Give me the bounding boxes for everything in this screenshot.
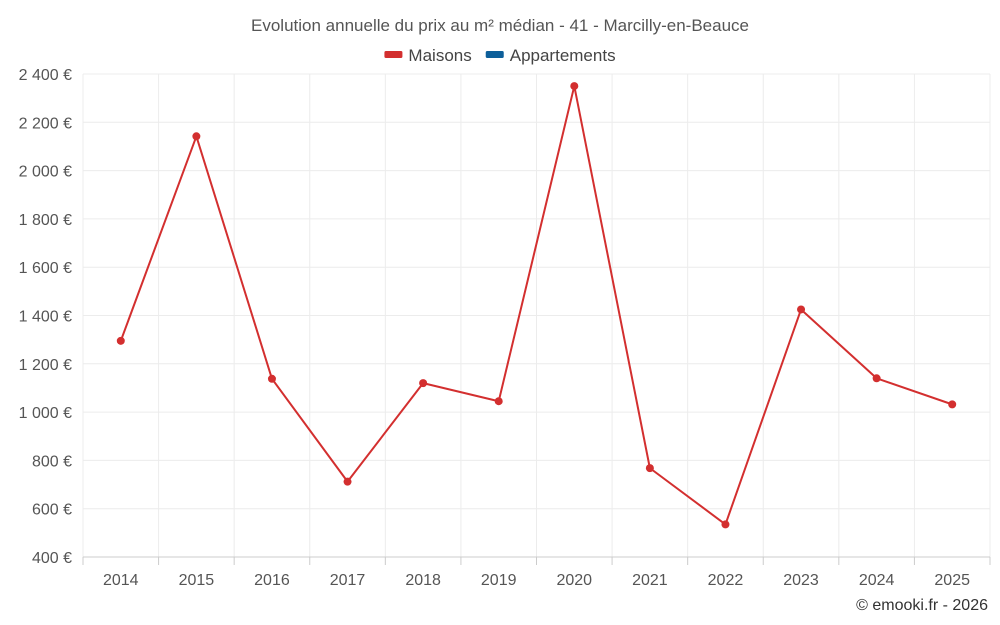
x-tick-label: 2015: [179, 572, 215, 589]
y-tick-label: 2 400 €: [19, 67, 72, 84]
x-tick-label: 2020: [556, 572, 592, 589]
y-tick-label: 1 000 €: [19, 405, 72, 422]
axes: 400 € 600 € 800 € 1 000 € 1 200 € 1 400 € 1 60…: [19, 67, 991, 589]
x-tick-label: 2016: [254, 572, 290, 589]
data-point[interactable]: [343, 477, 352, 486]
data-point[interactable]: [116, 336, 125, 345]
series-layer: [116, 82, 957, 529]
data-point[interactable]: [192, 132, 201, 141]
x-tick-label: 2014: [103, 572, 139, 589]
x-tick-label: 2019: [481, 572, 517, 589]
credit-text: © emooki.fr - 2026: [856, 597, 988, 614]
y-tick-label: 1 800 €: [19, 212, 72, 229]
legend-label-appartements[interactable]: Appartements: [510, 46, 616, 65]
x-tick-label: 2024: [859, 572, 895, 589]
data-point[interactable]: [721, 520, 730, 529]
legend-swatch-maisons: [384, 51, 403, 58]
y-tick-label: 1 600 €: [19, 260, 72, 277]
x-tick-label: 2021: [632, 572, 668, 589]
data-point[interactable]: [645, 464, 654, 473]
y-tick-label: 400 €: [32, 550, 72, 567]
legend: Maisons Appartements: [384, 46, 616, 65]
series-line-maisons: [119, 85, 953, 526]
x-tick-label: 2022: [708, 572, 744, 589]
grid: [82, 73, 991, 558]
y-tick-label: 800 €: [32, 453, 72, 470]
x-tick-label: 2017: [330, 572, 366, 589]
legend-swatch-appartements: [485, 51, 504, 58]
y-tick-label: 600 €: [32, 502, 72, 519]
chart-title: Evolution annuelle du prix au m² médian …: [251, 16, 749, 35]
data-point[interactable]: [872, 374, 881, 383]
y-tick-label: 2 200 €: [19, 115, 72, 132]
y-tick-label: 1 400 €: [19, 309, 72, 326]
data-point[interactable]: [570, 82, 579, 91]
data-point[interactable]: [419, 379, 428, 388]
legend-label-maisons[interactable]: Maisons: [408, 46, 471, 65]
x-tick-label: 2018: [405, 572, 441, 589]
y-tick-label: 2 000 €: [19, 164, 72, 181]
x-tick-label: 2023: [783, 572, 819, 589]
data-point[interactable]: [494, 397, 503, 406]
data-point[interactable]: [797, 305, 806, 314]
data-point[interactable]: [948, 400, 957, 409]
data-point[interactable]: [267, 374, 276, 383]
x-tick-label: 2025: [934, 572, 970, 589]
y-tick-label: 1 200 €: [19, 357, 72, 374]
